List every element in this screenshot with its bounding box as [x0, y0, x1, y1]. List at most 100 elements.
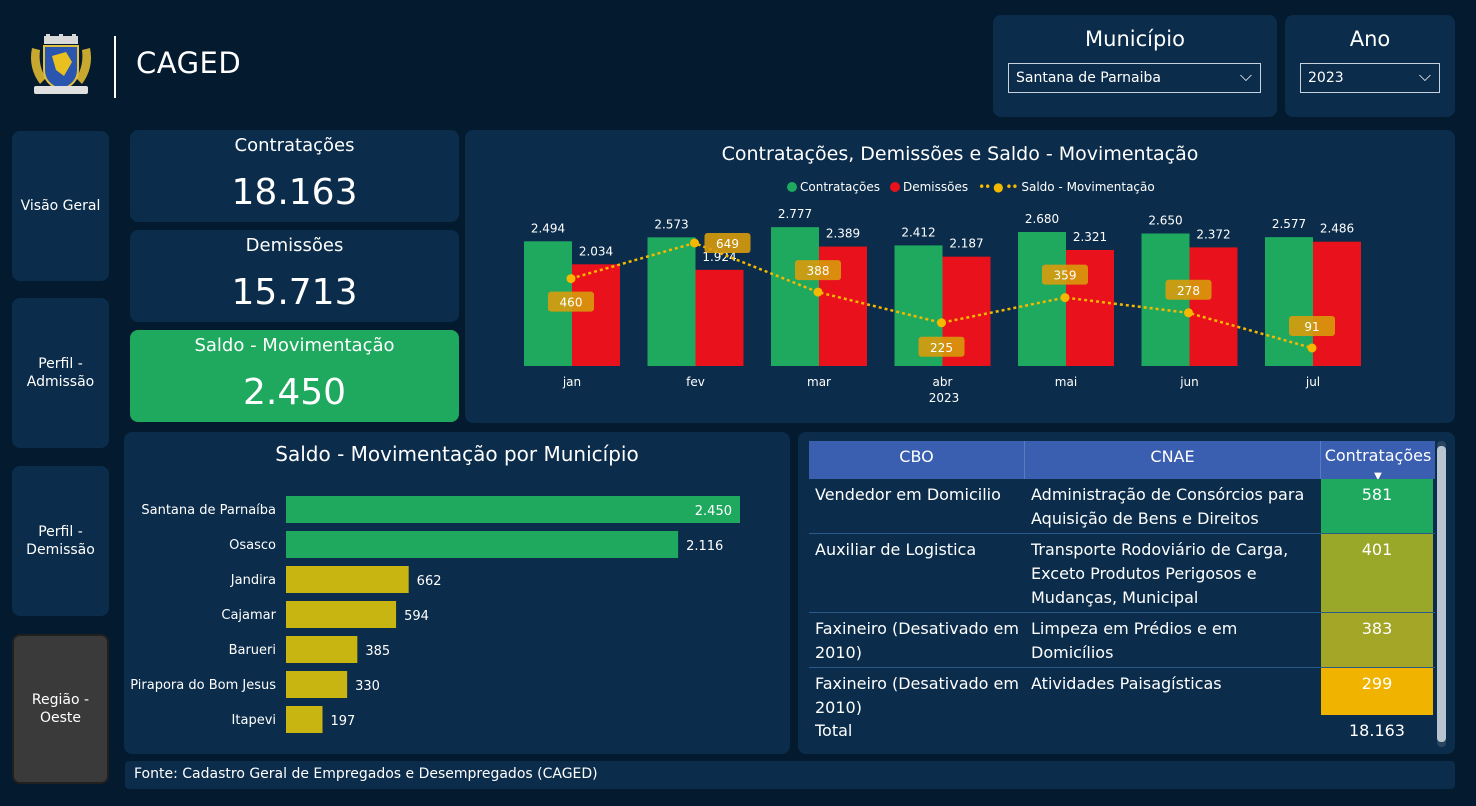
- saldo-label-box: [548, 291, 594, 312]
- saldo-label-box: [795, 260, 841, 281]
- legend-item-demissoes: Demissões: [889, 180, 968, 194]
- cell-cnae: Atividades Paisagísticas: [1031, 674, 1222, 693]
- ano-slicer: Ano 2023 ⌵: [1285, 15, 1455, 117]
- data-label-contratacoes: 2.412: [901, 225, 935, 239]
- scrollbar-thumb[interactable]: [1437, 446, 1446, 742]
- app-title: CAGED: [136, 46, 242, 80]
- legend-item-contratacoes: Contratações: [787, 180, 880, 194]
- legend-label: Saldo - Movimentação: [1021, 180, 1155, 194]
- y-category-label: Osasco: [229, 538, 276, 553]
- data-label-contratacoes: 2.573: [654, 217, 688, 231]
- table-row[interactable]: Faxineiro (Desativado em 2010) Limpeza e…: [809, 613, 1435, 668]
- x-tick-label: abr: [933, 375, 953, 389]
- cell-contratacoes: 299: [1321, 668, 1433, 715]
- municipio-bar: [286, 496, 740, 523]
- saldo-data-label: 278: [1177, 284, 1200, 298]
- chevron-down-icon: ⌵: [1418, 66, 1431, 85]
- kpi-value: 2.450: [242, 372, 347, 413]
- cell-cnae: Administração de Consórcios para Aquisiç…: [1031, 485, 1305, 528]
- column-header-cnae[interactable]: CNAE: [1025, 441, 1321, 479]
- municipio-bar: [286, 706, 323, 733]
- kpi-value: 18.163: [231, 172, 358, 213]
- table-row[interactable]: Auxiliar de Logistica Transporte Rodoviá…: [809, 534, 1435, 613]
- saldo-point: [937, 318, 946, 328]
- total-value: 18.163: [1349, 721, 1405, 740]
- cell-contratacoes: 581: [1321, 479, 1433, 533]
- municipio-label: Município: [1085, 27, 1185, 51]
- municipio-dropdown[interactable]: Santana de Parnaiba ⌵: [1008, 63, 1261, 93]
- kpi-demissoes: Demissões 15.713: [130, 230, 459, 322]
- bar-demissoes: [1313, 241, 1361, 366]
- cell-cbo: Faxineiro (Desativado em 2010): [815, 619, 1019, 662]
- municipio-bar-chart: Santana de Parnaíba 2.450 Osasco 2.116 Jandi…: [130, 496, 740, 733]
- bar-contratacoes: [1265, 237, 1313, 366]
- chart-title: Saldo - Movimentação por Município: [275, 442, 639, 466]
- kpi-label: Demissões: [245, 235, 344, 256]
- bar-contratacoes: [647, 237, 696, 366]
- saldo-label-box: [1042, 264, 1088, 285]
- municipio-data-label: 197: [331, 714, 356, 729]
- cell-cbo: Faxineiro (Desativado em 2010): [815, 674, 1019, 715]
- municipio-data-label: 330: [355, 679, 380, 694]
- saldo-point: [813, 287, 823, 297]
- y-category-label: Santana de Parnaíba: [141, 503, 276, 518]
- bar-demissoes: [572, 264, 620, 366]
- municipio-slicer: Município Santana de Parnaiba ⌵: [993, 15, 1277, 117]
- x-tick-label: fev: [686, 375, 705, 389]
- monthly-combo-chart: 2.494 2.034 jan 2.573 1.924 fev 2.777 2.389 mar 2…: [524, 207, 1361, 405]
- y-category-label: Barueri: [229, 643, 276, 658]
- data-label-demissoes: 1.924: [702, 250, 736, 264]
- chart-legend: Contratações Demissões •• ● •• Saldo - M…: [787, 180, 1155, 194]
- table-body: Vendedor em Domicilio Administração de C…: [809, 479, 1435, 715]
- municipio-data-label: 385: [365, 644, 390, 659]
- cell-cbo: Vendedor em Domicilio: [815, 485, 1001, 504]
- legend-item-saldo: •• ● •• Saldo - Movimentação: [978, 180, 1155, 194]
- data-label-contratacoes: 2.494: [531, 221, 565, 235]
- municipio-bar: [286, 531, 679, 558]
- bar-contratacoes: [1018, 232, 1066, 366]
- saldo-point: [1060, 293, 1070, 303]
- municipio-chart-panel: Saldo - Movimentação por Município: [124, 432, 790, 754]
- nav-perfil-demissao[interactable]: Perfil - Demissão: [12, 466, 109, 616]
- y-category-label: Itapevi: [232, 713, 276, 728]
- data-label-demissoes: 2.321: [1073, 230, 1107, 244]
- municipio-value: Santana de Parnaiba: [1016, 70, 1161, 86]
- header-separator: [114, 36, 116, 98]
- ano-dropdown[interactable]: 2023 ⌵: [1300, 63, 1440, 93]
- y-category-label: Pirapora do Bom Jesus: [130, 678, 276, 693]
- nav-visao-geral[interactable]: Visão Geral: [12, 131, 109, 281]
- data-label-contratacoes: 2.680: [1025, 212, 1059, 226]
- saldo-data-label: 91: [1304, 320, 1319, 334]
- municipio-data-label: 594: [404, 609, 429, 624]
- table-row[interactable]: Vendedor em Domicilio Administração de C…: [809, 479, 1435, 534]
- saldo-label-box: [1165, 279, 1212, 300]
- x-tick-label: mar: [807, 375, 831, 389]
- column-header-cbo[interactable]: CBO: [809, 441, 1025, 479]
- x-tick-label: jan: [562, 375, 581, 389]
- saldo-data-label: 359: [1054, 269, 1077, 283]
- municipio-bar: [286, 601, 397, 628]
- nav-label: Região - Oeste: [31, 692, 90, 726]
- x-tick-label: jun: [1179, 375, 1199, 389]
- kpi-contratacoes: Contratações 18.163: [130, 130, 459, 222]
- municipio-bar: [286, 636, 358, 663]
- bar-contratacoes: [771, 227, 819, 366]
- saldo-label-box: [1289, 316, 1335, 336]
- kpi-label: Saldo - Movimentação: [194, 335, 395, 356]
- legend-label: Contratações: [800, 180, 880, 194]
- table-scrollbar[interactable]: [1437, 441, 1446, 747]
- chart-title: Contratações, Demissões e Saldo - Movime…: [721, 143, 1199, 165]
- table-row[interactable]: Faxineiro (Desativado em 2010) Atividade…: [809, 668, 1435, 715]
- saldo-label-box: [918, 336, 965, 357]
- header-label: Contratações: [1324, 446, 1432, 465]
- nav-label: Visão Geral: [20, 198, 101, 214]
- total-label: Total: [815, 721, 853, 740]
- nav-perfil-admissao[interactable]: Perfil - Admissão: [12, 298, 109, 448]
- municipal-crest-logo: [26, 34, 96, 96]
- nav-label: Perfil - Demissão: [26, 524, 95, 558]
- cell-cnae: Transporte Rodoviário de Carga, Exceto P…: [1031, 540, 1289, 607]
- saldo-data-label: 388: [807, 264, 830, 278]
- column-header-contratacoes[interactable]: Contratações ▼: [1321, 441, 1435, 483]
- legend-line-swatch: •• ● ••: [978, 180, 1018, 194]
- nav-regiao-oeste[interactable]: Região - Oeste: [12, 634, 109, 784]
